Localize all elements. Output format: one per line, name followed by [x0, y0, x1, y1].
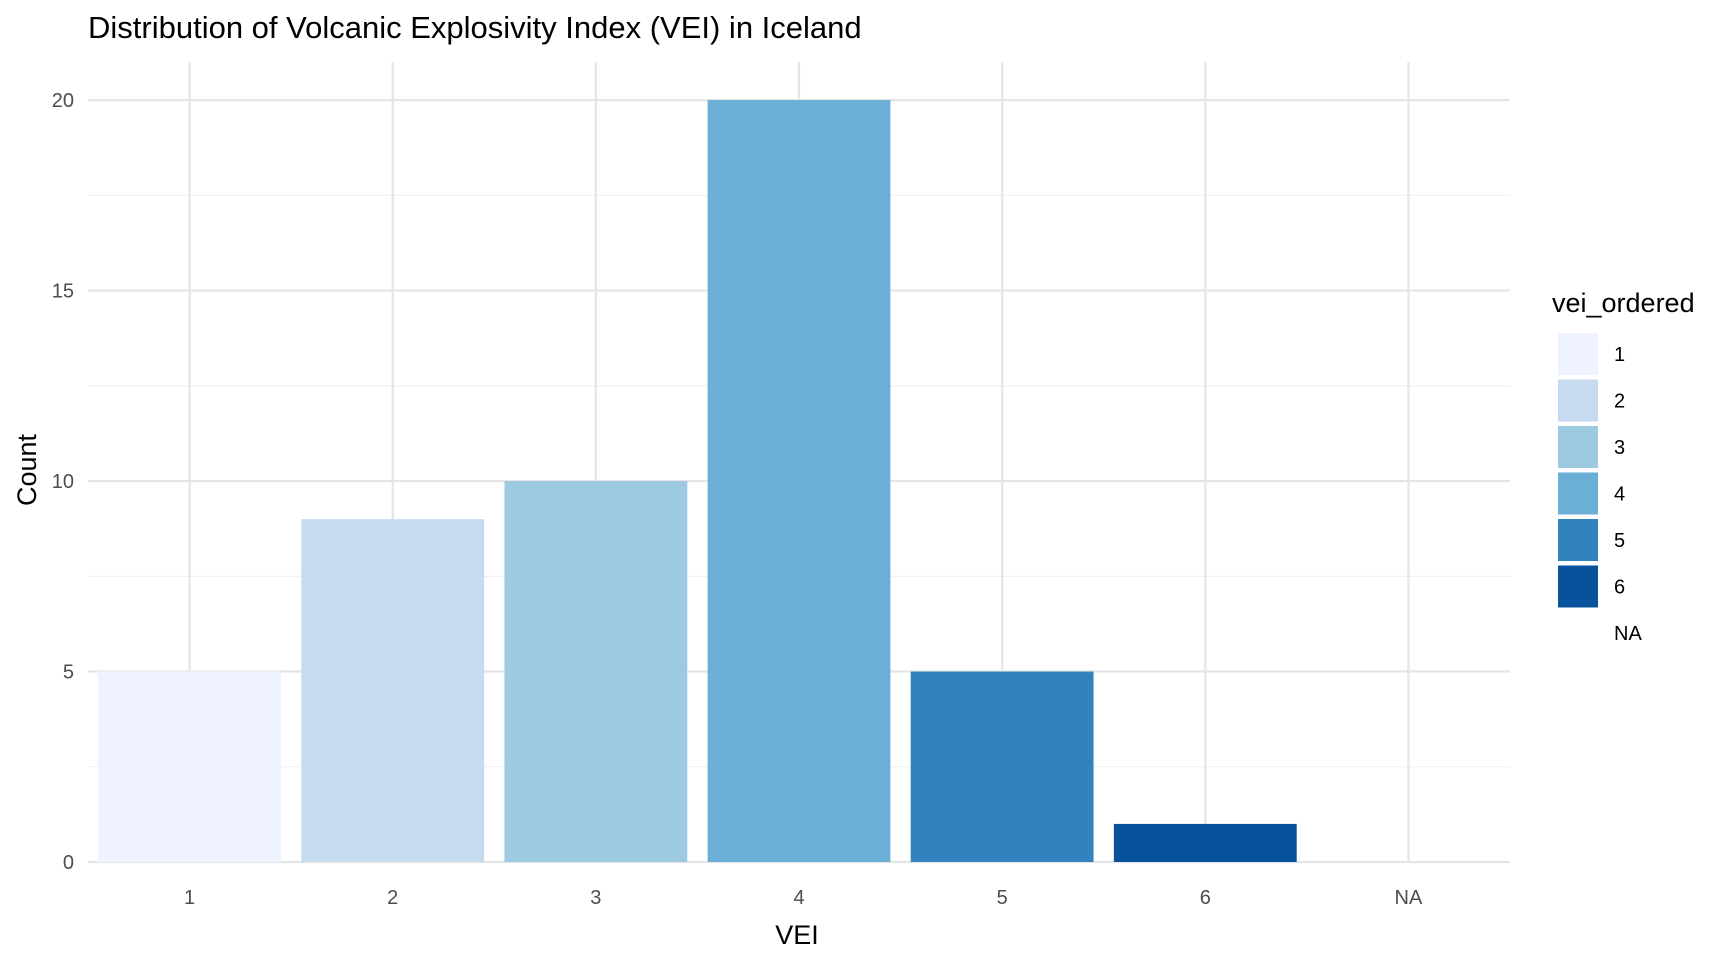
chart-title: Distribution of Volcanic Explosivity Ind… — [88, 10, 862, 45]
y-tick-label: 5 — [63, 662, 74, 684]
legend-label: 5 — [1614, 530, 1625, 552]
x-tick-label: 5 — [997, 887, 1008, 909]
legend-label: 4 — [1614, 484, 1625, 506]
legend-label: 3 — [1614, 437, 1625, 459]
bar-3 — [504, 481, 688, 862]
legend-key — [1558, 472, 1598, 515]
legend-title: vei_ordered — [1552, 288, 1695, 318]
legend-key — [1558, 379, 1598, 422]
y-axis-title: Count — [12, 433, 42, 506]
x-tick-label: 3 — [590, 887, 601, 909]
legend-label: 6 — [1614, 577, 1625, 599]
bar-1 — [98, 671, 281, 862]
legend-label: NA — [1614, 623, 1642, 645]
y-tick-label: 20 — [52, 90, 74, 112]
legend-key — [1558, 519, 1598, 561]
legend-label: 1 — [1614, 344, 1625, 366]
legend-label: 2 — [1614, 391, 1625, 413]
x-tick-label: 6 — [1200, 887, 1211, 909]
bar-6 — [1113, 823, 1297, 862]
x-axis-title: VEI — [775, 920, 819, 950]
x-tick-label: NA — [1395, 887, 1423, 909]
y-tick-label: 0 — [63, 852, 74, 874]
legend-key — [1558, 333, 1598, 375]
bar-5 — [910, 671, 1094, 862]
x-tick-label: 2 — [387, 887, 398, 909]
x-tick-label: 1 — [184, 887, 195, 909]
legend-key — [1558, 565, 1598, 608]
legend: vei_ordered 1 2 3 4 5 6 NA — [1552, 288, 1695, 645]
x-axis-ticks: 1 2 3 4 5 6 NA — [184, 887, 1423, 909]
legend-key — [1558, 426, 1598, 468]
bar-4 — [707, 100, 891, 863]
y-tick-label: 15 — [52, 281, 74, 303]
x-tick-label: 4 — [793, 887, 804, 909]
bars — [98, 100, 1297, 863]
y-axis-ticks: 0 5 10 15 20 — [52, 90, 74, 874]
bar-2 — [301, 519, 485, 862]
y-tick-label: 10 — [52, 471, 74, 493]
